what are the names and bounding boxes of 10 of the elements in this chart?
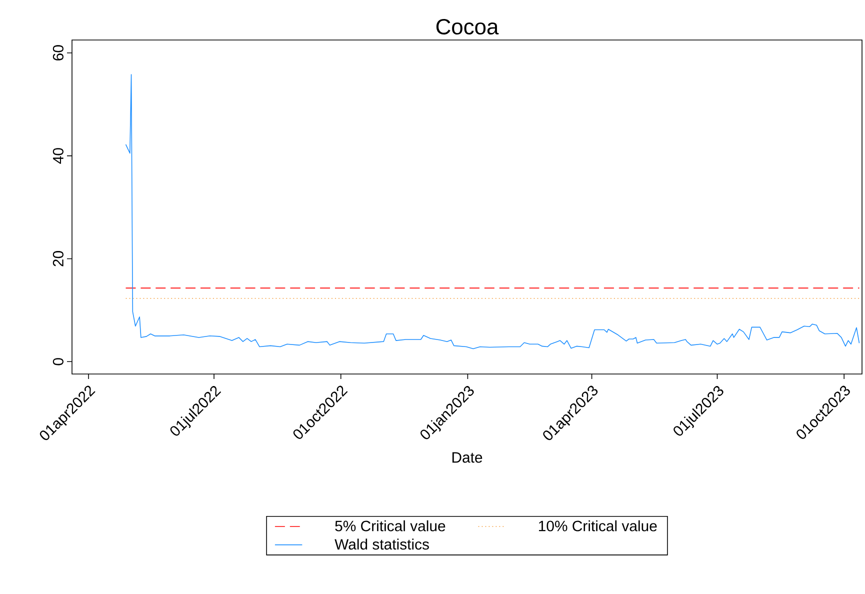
x-axis-title: Date (452, 452, 482, 463)
y-tick-label: 20 (52, 251, 64, 266)
chart-title: Cocoa (436, 18, 499, 34)
y-tick-label: 40 (52, 148, 64, 164)
legend-label: Wald statistics (334, 538, 429, 550)
y-tick-label: 0 (52, 358, 64, 366)
legend-label: 10% Critical value (538, 520, 657, 532)
line-series (125, 74, 860, 350)
y-tick-label: 60 (52, 45, 64, 60)
legend-label: 5% Critical value (335, 520, 446, 532)
